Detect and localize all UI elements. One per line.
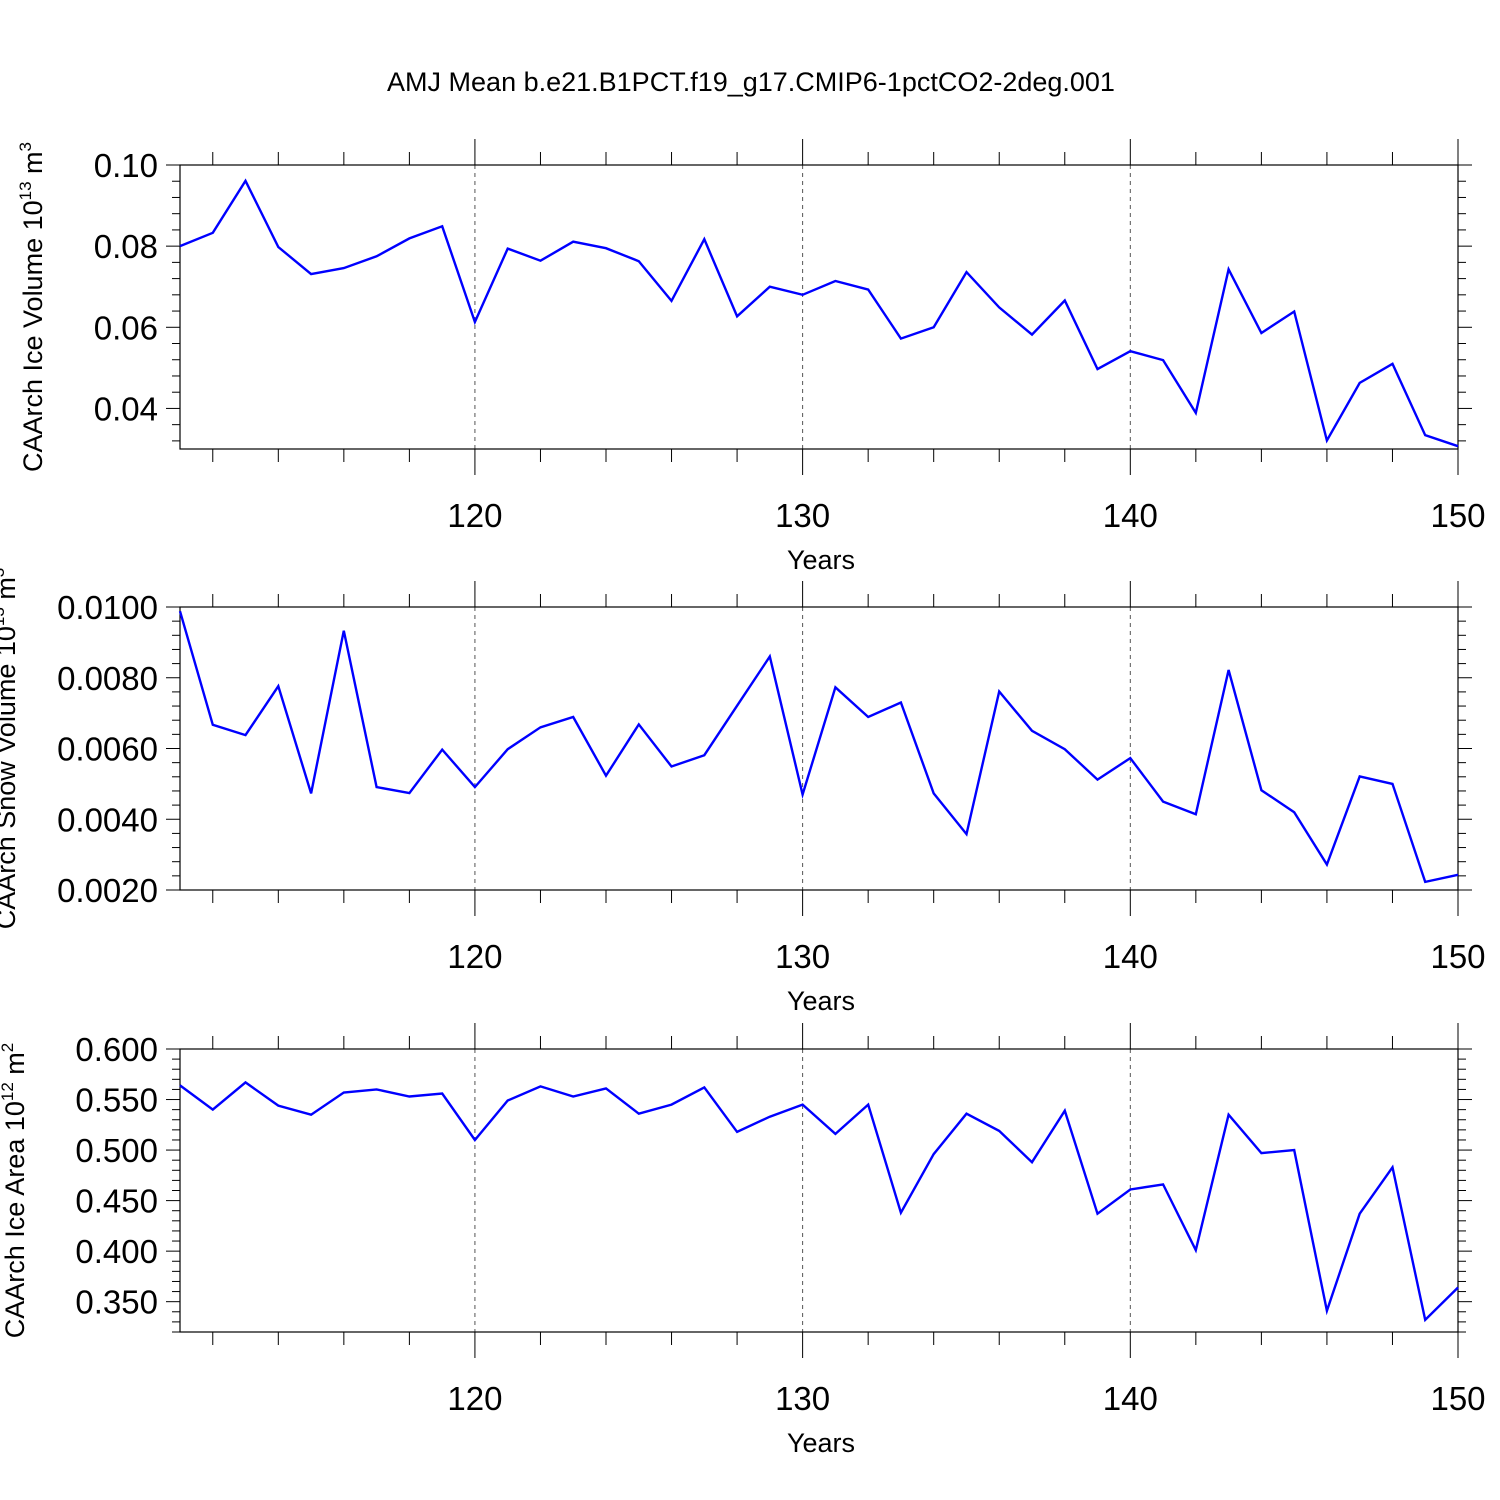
x-tick-label: 150 xyxy=(1430,1380,1485,1417)
y-tick-label: 0.06 xyxy=(94,309,158,346)
y-tick-label: 0.500 xyxy=(75,1132,158,1169)
x-axis-label: Years xyxy=(787,545,855,575)
y-axis-label: CAArch Ice Area 1012 m2 xyxy=(0,1043,30,1339)
y-tick-label: 0.0060 xyxy=(57,731,158,768)
plot-frame xyxy=(179,164,1459,450)
x-tick-label: 130 xyxy=(775,938,830,975)
y-tick-label: 0.600 xyxy=(75,1031,158,1068)
y-tick-label: 0.350 xyxy=(75,1284,158,1321)
x-tick-label: 120 xyxy=(447,938,502,975)
x-axis-label: Years xyxy=(787,986,855,1016)
x-tick-label: 130 xyxy=(775,1380,830,1417)
series-line-1 xyxy=(179,178,1459,448)
y-tick-label: 0.0080 xyxy=(57,660,158,697)
y-tick-label: 0.08 xyxy=(94,228,158,265)
x-tick-label: 120 xyxy=(447,497,502,534)
series-line-1 xyxy=(178,610,1459,884)
figure-title: AMJ Mean b.e21.B1PCT.f19_g17.CMIP6-1pctC… xyxy=(387,67,1115,97)
y-tick-label: 0.0100 xyxy=(57,589,158,626)
y-tick-label: 0.550 xyxy=(75,1082,158,1119)
x-tick-label: 150 xyxy=(1430,497,1485,534)
x-tick-label: 120 xyxy=(447,1380,502,1417)
y-tick-label: 0.0040 xyxy=(57,801,158,838)
panel-3: 120 130 140 150 0.350 0.400 0.450 0.500 0.550 0.6… xyxy=(0,1023,1486,1458)
y-tick-label: 0.0020 xyxy=(57,872,158,909)
y-tick-label: 0.400 xyxy=(75,1233,158,1270)
x-tick-label: 150 xyxy=(1430,938,1485,975)
series-line-1 xyxy=(179,1080,1459,1323)
plot-frame xyxy=(179,606,1459,891)
y-tick-label: 0.450 xyxy=(75,1183,158,1220)
y-tick-label: 0.04 xyxy=(94,390,158,427)
x-tick-label: 140 xyxy=(1103,938,1158,975)
x-tick-label: 140 xyxy=(1103,1380,1158,1417)
x-tick-label: 140 xyxy=(1103,497,1158,534)
plot-frame xyxy=(179,1048,1459,1333)
x-tick-label: 130 xyxy=(775,497,830,534)
panel-2: 120 130 140 150 0.0020 0.0040 0.0060 0.0080 0.01… xyxy=(0,568,1486,1016)
y-tick-label: 0.10 xyxy=(94,147,158,184)
y-axis-label: CAArch Ice Volume 1013 m3 xyxy=(16,142,48,472)
x-axis-label: Years xyxy=(787,1428,855,1458)
panel-1: 120 130 140 150 0.04 0.06 0.08 0.10 Years CAArch … xyxy=(16,139,1486,575)
y-axis-label: CAArch Snow Volume 1013 m3 xyxy=(0,568,21,930)
